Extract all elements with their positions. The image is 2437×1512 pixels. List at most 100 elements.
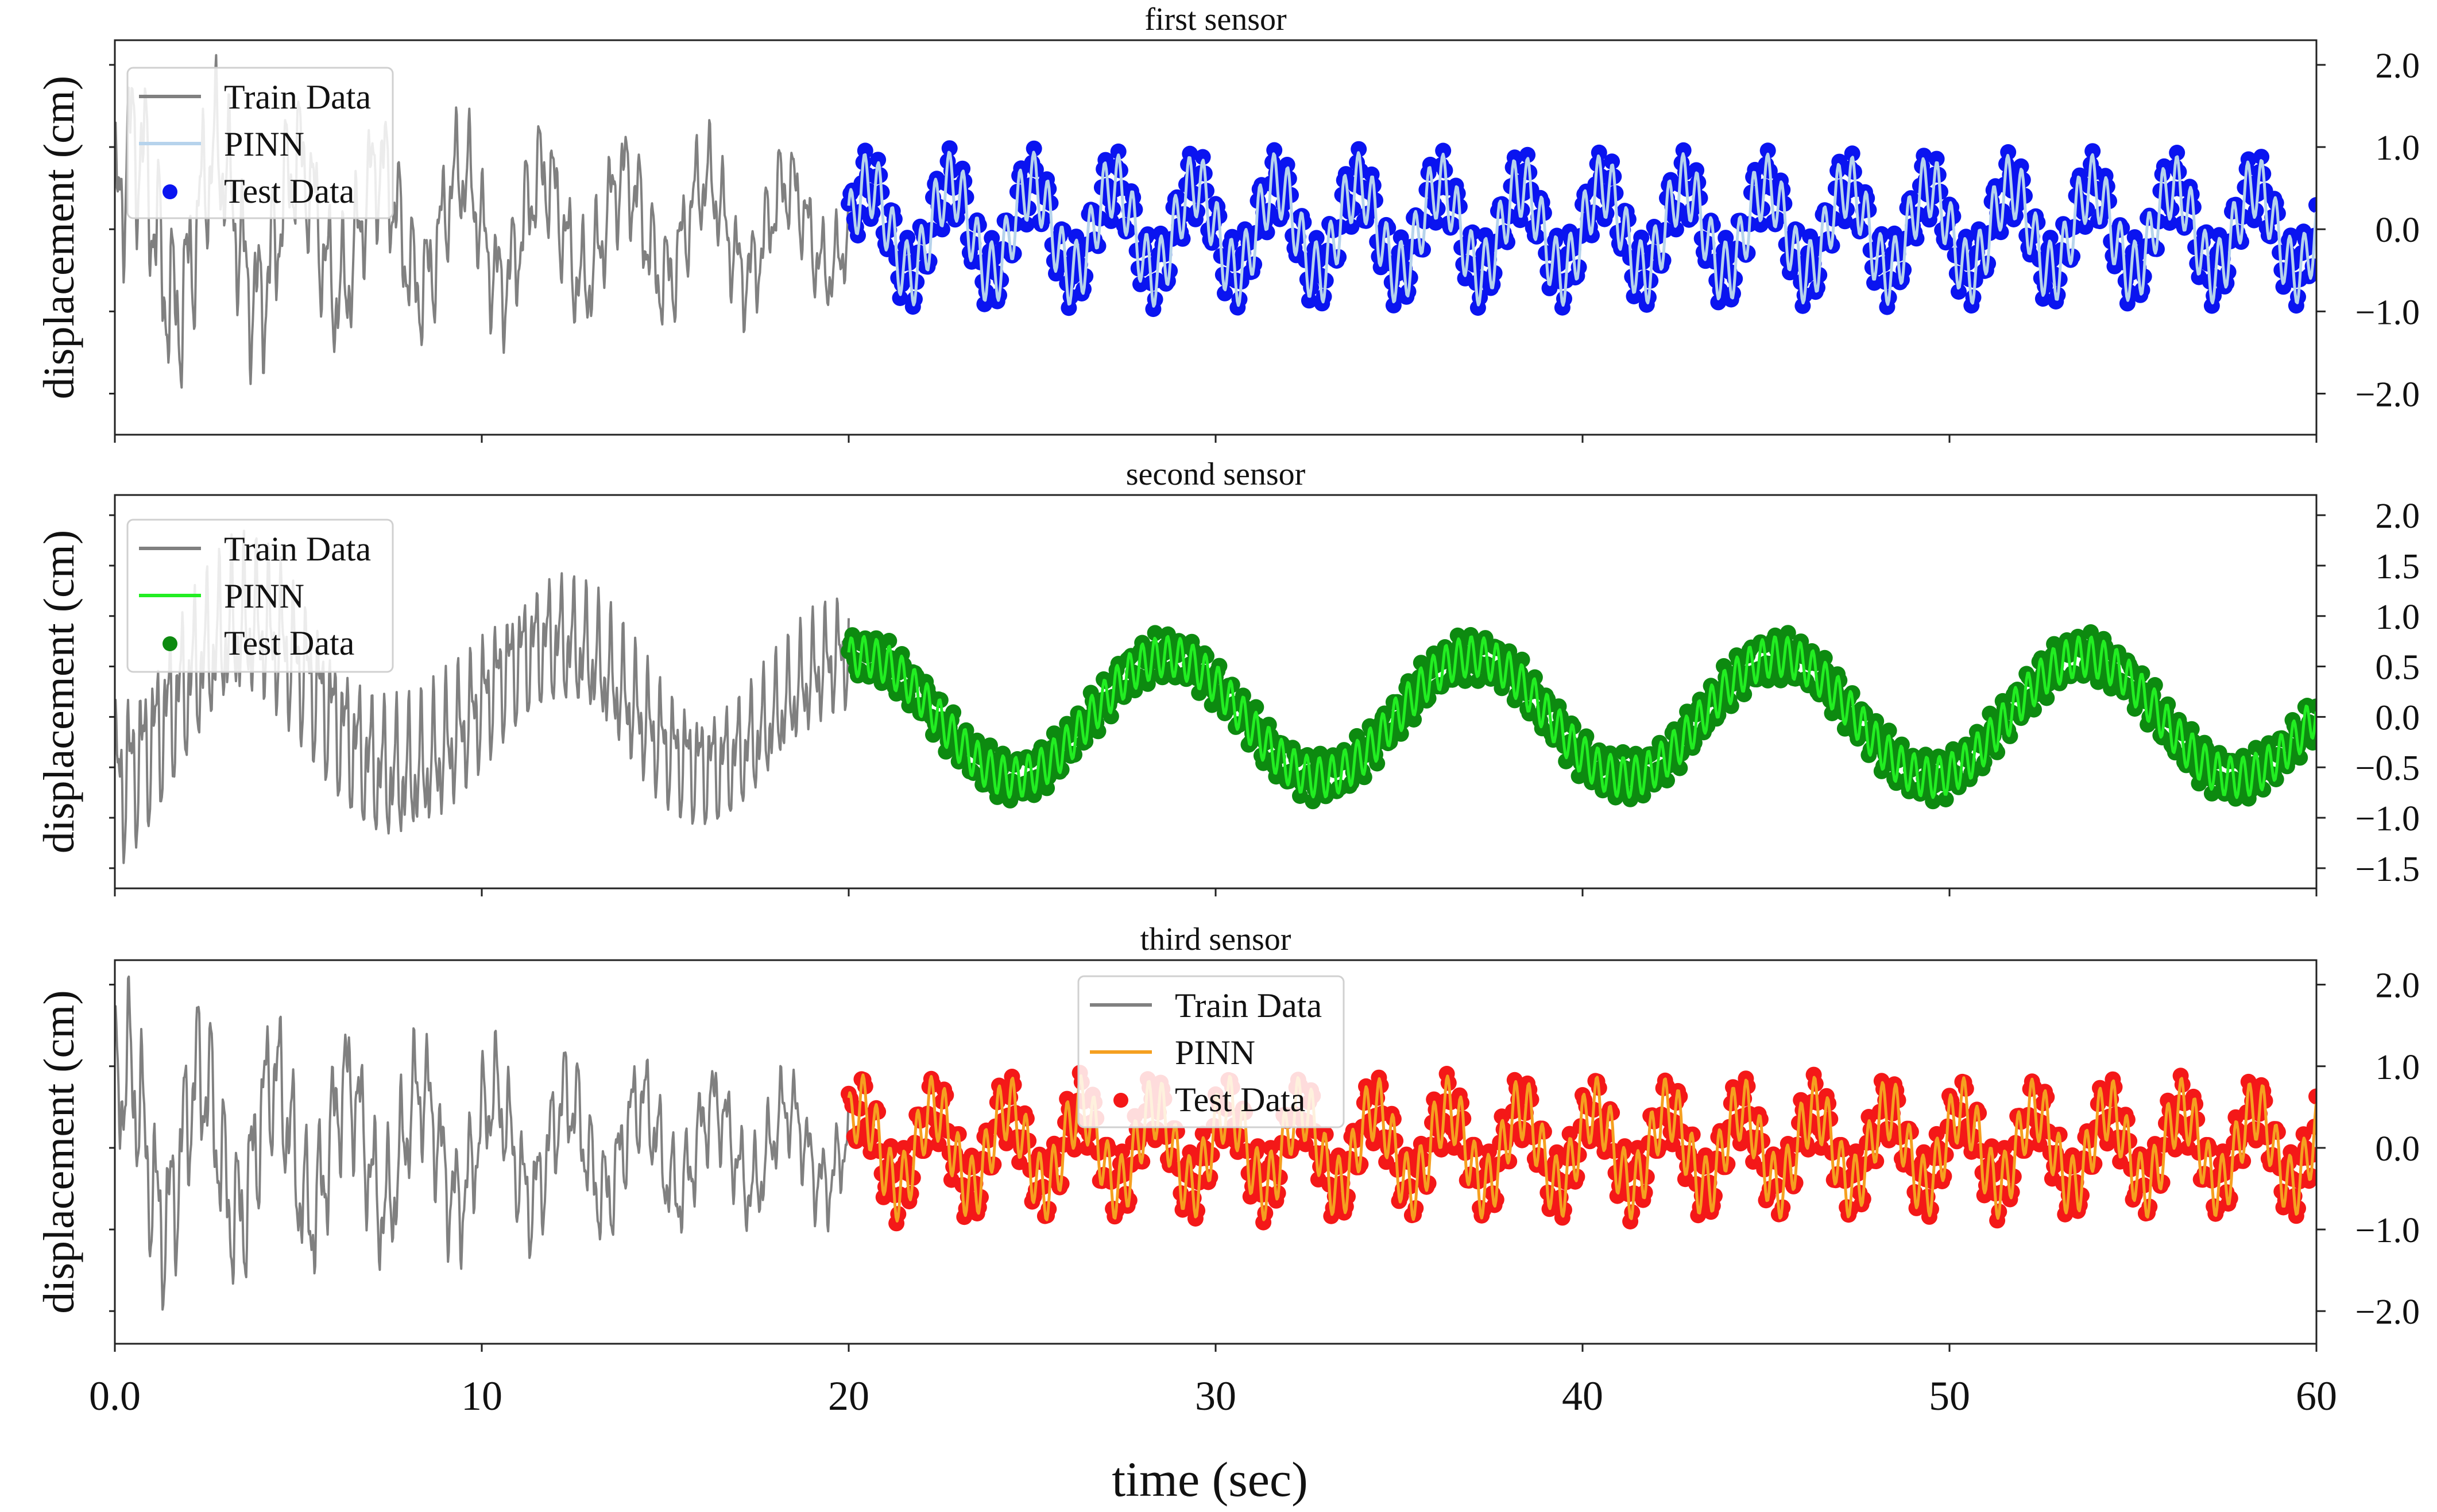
test-data-point [1780,625,1796,641]
test-data-point [1211,658,1228,674]
test-data-point [2308,197,2316,213]
test-data-point [1481,1143,1498,1160]
test-data-point [1147,625,1163,641]
x-axis-label: time (sec) [1112,1452,1308,1507]
x-tick-label: 30 [1195,1373,1236,1419]
test-data-point [881,633,898,649]
test-data-point [1659,772,1675,788]
test-data-point [2071,167,2088,184]
legend-label: Train Data [224,530,371,568]
test-data-point [2169,145,2185,161]
test-data-point [982,737,998,754]
y-tick-label: 0.0 [2376,1130,2420,1169]
test-data-point [2161,215,2178,231]
legend: Train Data PINN Test Data [1077,975,1345,1128]
series-train-data-line [115,975,850,1311]
series-pinn-line [847,635,2316,799]
test-data-point [870,152,887,168]
test-data-point [1266,142,1283,158]
y-tick-label: −1.0 [2355,293,2420,332]
y-tick-label: 0.0 [2376,211,2420,250]
y-tick-label: 0.0 [2376,698,2420,737]
test-data-point [2308,698,2316,715]
test-data-point [1767,627,1784,644]
test-data-point [1989,744,2006,760]
test-data-point [1717,230,1734,246]
test-data-point [1110,143,1127,160]
test-data-point [1433,1141,1449,1158]
test-data-point [1259,224,1275,241]
x-tick-label: 50 [1929,1373,1970,1419]
test-data-point [2308,1088,2316,1105]
y-tick-label: −2.0 [2355,1293,2420,1332]
y-tick-label: −2.0 [2355,375,2420,414]
test-data-point [2126,229,2143,246]
legend-label: Test Data [224,624,354,662]
test-data-point [2253,149,2270,165]
x-tick-label: 40 [1562,1373,1603,1419]
test-data-point [1591,144,1607,161]
y-tick-label: −1.0 [2355,799,2420,838]
test-data-point [1672,760,1688,776]
test-data-point [1578,728,1595,745]
y-tick-label: −1.0 [2355,1211,2420,1250]
test-data-point [1604,153,1620,170]
chart-panel-2: 2.0 1.5 1.0 0.5 0.0 −0.5 −1.0 −1.5 second sensor… [35,457,2420,896]
x-tick-label: 20 [828,1373,869,1419]
test-data-point [1688,162,1705,179]
y-tick-label: 2.0 [2376,47,2420,86]
y-axis-label: displacement (cm) [35,76,83,399]
test-data-point [1519,146,1536,163]
chart-title: third sensor [1140,922,1291,957]
test-data-point [2083,624,2099,640]
test-data-point [1217,285,1233,301]
test-data-point [1633,229,1650,246]
x-tick-label: 10 [461,1373,502,1419]
test-data-point [1224,229,1240,245]
test-data-point [954,160,971,177]
test-data-point [1993,224,2009,241]
series-pinn-line [847,150,2316,308]
test-data-point [1848,1143,1865,1160]
x-tick-label: 0.0 [89,1373,141,1419]
y-tick-label: 1.0 [2376,129,2420,168]
test-data-point [1103,212,1119,229]
legend-label: PINN [1175,1034,1255,1072]
test-data-point [1506,149,1523,166]
test-data-point [1337,166,1354,183]
legend-swatch-marker [163,636,177,651]
test-data-point [1428,214,1444,231]
test-data-point [1928,150,1945,167]
legend-label: PINN [224,577,304,615]
test-data-point [1305,793,1321,810]
test-data-point [1916,148,1932,164]
y-axis-label: displacement (cm) [35,530,83,853]
test-data-point [1664,1136,1681,1153]
test-data-point [1983,1138,2000,1155]
test-data-point [2013,158,2029,175]
test-data-point [1457,672,1473,689]
test-data-point [899,230,916,246]
test-data-point [1090,723,1107,740]
test-data-point [1816,649,1833,666]
chart-panel-1: 2.0 1.0 0.0 −1.0 −2.0 first sensor displacemen… [35,2,2420,443]
test-data-point [1893,736,1910,753]
test-data-point [1584,227,1600,243]
test-data-point [1635,787,1651,804]
test-data-point [1675,142,1692,158]
y-tick-label: 1.0 [2376,598,2420,637]
test-data-point [1369,755,1386,772]
legend-swatch-marker [163,184,177,199]
test-data-point [1958,229,1974,245]
y-tick-label: 2.0 [2376,966,2420,1006]
test-data-point [1626,288,1642,304]
test-data-point [1549,227,1565,244]
series-train-data-line [115,54,850,389]
legend-swatch-marker [1113,1093,1128,1108]
test-data-point [857,142,873,159]
test-data-point [850,227,866,243]
y-tick-label: 1.5 [2376,547,2420,586]
y-tick-label: −0.5 [2355,749,2420,788]
test-data-point [1018,216,1035,233]
